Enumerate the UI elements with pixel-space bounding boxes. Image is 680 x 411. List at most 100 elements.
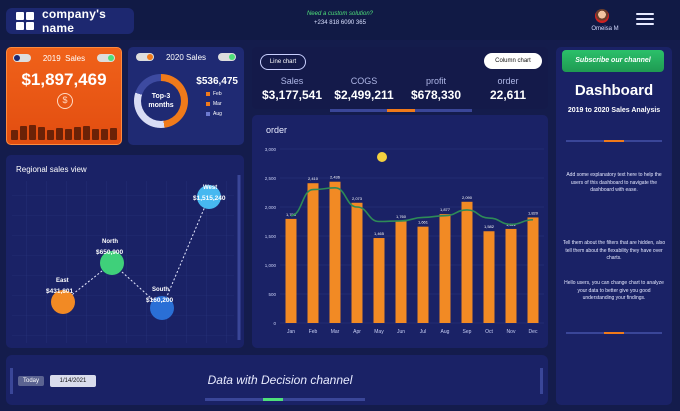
data-label: 1,760 bbox=[396, 214, 407, 219]
data-label: 1,795 bbox=[286, 212, 297, 217]
top3-donut-chart: Top-3 months bbox=[134, 74, 188, 128]
y-tick-label: 1,500 bbox=[265, 234, 277, 239]
data-label: 1,877 bbox=[440, 207, 451, 212]
kpi-label: COGS bbox=[350, 76, 378, 86]
toggle-left-2020[interactable] bbox=[136, 53, 154, 61]
hamburger-menu-icon[interactable] bbox=[636, 13, 654, 25]
kpi-label: Sales bbox=[280, 76, 304, 86]
chart-title: order bbox=[266, 125, 287, 135]
kpi-value: $678,330 bbox=[410, 88, 462, 102]
donut-center-label: Top-3 months bbox=[141, 81, 181, 121]
x-tick-label: Feb bbox=[309, 329, 318, 335]
bar-jul bbox=[417, 226, 429, 323]
subscribe-button[interactable]: Subscribe our channel bbox=[562, 50, 664, 72]
order-chart-panel: order 0 500 1,000 1,500 2,000 2,500 3,000 1,795 J… bbox=[252, 115, 548, 348]
region-point-east[interactable] bbox=[51, 290, 75, 314]
region-value-east: $431,801 bbox=[46, 288, 73, 295]
y-tick-label: 0 bbox=[273, 321, 276, 326]
regional-sales-panel: Regional sales view East $431,801 North … bbox=[6, 155, 244, 348]
region-point-west[interactable] bbox=[197, 185, 221, 209]
legend-label-mar: Mar bbox=[213, 101, 222, 107]
data-label: 2,436 bbox=[330, 175, 341, 180]
line-chart-button[interactable]: Line chart bbox=[260, 54, 306, 70]
legend-item: Mar bbox=[206, 99, 222, 109]
region-name-north: North bbox=[102, 239, 118, 245]
bar-jun bbox=[395, 220, 407, 323]
region-point-north[interactable] bbox=[100, 251, 124, 275]
kpi-cogs: COGS $2,499,211 bbox=[328, 76, 400, 102]
y-tick-label: 3,000 bbox=[265, 147, 277, 152]
data-label: 2,410 bbox=[308, 176, 319, 181]
sales-2020-card: 2020 Sales Top-3 months $536,475 Feb Mar … bbox=[128, 47, 244, 145]
bar-may bbox=[373, 238, 385, 323]
dashboard-title: Dashboard bbox=[574, 82, 654, 99]
sales-2019-card: 2019 Sales $1,897,469 $ bbox=[6, 47, 122, 145]
regional-connector-line bbox=[62, 196, 210, 309]
sales-2019-amount: $1,897,469 bbox=[21, 70, 107, 89]
bar-mar bbox=[329, 181, 341, 323]
x-tick-label: Sep bbox=[463, 329, 472, 335]
footer-scroll-right bbox=[540, 368, 543, 394]
kpi-sales: Sales $3,177,541 bbox=[256, 76, 328, 102]
order-bar-chart: order 0 500 1,000 1,500 2,000 2,500 3,000 1,795 J… bbox=[265, 125, 544, 335]
legend-item: Aug bbox=[206, 109, 222, 119]
x-tick-label: Jun bbox=[397, 329, 405, 335]
bar-sep bbox=[461, 201, 473, 323]
region-name-west: West bbox=[203, 185, 217, 191]
region-name-south: South bbox=[152, 287, 169, 293]
donut-label-line1: Top-3 bbox=[151, 93, 171, 100]
y-tick-label: 2,000 bbox=[265, 205, 277, 210]
x-tick-label: Jan bbox=[287, 329, 295, 335]
region-point-south[interactable] bbox=[150, 296, 174, 320]
data-label: 2,090 bbox=[462, 195, 473, 200]
legend-label-feb: Feb bbox=[213, 91, 222, 97]
bar-oct bbox=[483, 231, 495, 323]
bar-apr bbox=[351, 202, 363, 323]
custom-solution-note: Need a custom solution? +234 818 6090 36… bbox=[290, 10, 390, 28]
cta-phone: +234 818 6090 365 bbox=[314, 20, 366, 26]
toggle-right-2019[interactable] bbox=[96, 54, 115, 62]
toggle-right-2020[interactable] bbox=[218, 53, 236, 61]
data-label: 1,661 bbox=[418, 220, 429, 225]
x-tick-label: Dec bbox=[529, 329, 538, 335]
toggle-left-2019[interactable] bbox=[13, 54, 31, 62]
column-chart-button[interactable]: Column chart bbox=[484, 53, 542, 69]
mini-bar-decoration bbox=[11, 120, 117, 140]
sidebar-divider bbox=[566, 332, 662, 334]
company-name: company's name bbox=[42, 7, 107, 35]
kpi-label: profit bbox=[425, 76, 446, 86]
sidebar-divider bbox=[566, 140, 662, 142]
today-label: Today bbox=[18, 376, 44, 386]
bar-feb bbox=[307, 183, 319, 323]
kpi-value: 22,611 bbox=[489, 88, 527, 102]
x-tick-label: Aug bbox=[441, 329, 450, 335]
footer-scroll-left bbox=[10, 368, 13, 394]
region-name-east: East bbox=[56, 278, 69, 284]
channel-title: Data with Decision channel bbox=[207, 373, 353, 387]
kpi-row: Sales $3,177,541 COGS $2,499,211 profit $67… bbox=[256, 76, 544, 102]
x-tick-label: Oct bbox=[485, 329, 493, 335]
sales-2020-title: 2020 Sales bbox=[165, 52, 207, 62]
money-hand-icon: $ bbox=[57, 93, 73, 109]
info-sidebar bbox=[556, 47, 672, 405]
region-value-south: $160,200 bbox=[146, 297, 173, 304]
bar-aug bbox=[439, 214, 451, 323]
region-value-west: $1,515,240 bbox=[193, 195, 226, 202]
date-field[interactable]: 1/14/2021 bbox=[50, 375, 96, 387]
kpi-order: order 22,611 bbox=[472, 76, 544, 102]
legend-label-aug: Aug bbox=[213, 111, 222, 117]
bar-dec bbox=[527, 217, 539, 323]
footer-panel bbox=[6, 355, 548, 405]
avatar[interactable] bbox=[595, 9, 609, 23]
y-tick-label: 1,000 bbox=[265, 263, 277, 268]
donut-legend: Feb Mar Aug bbox=[206, 89, 222, 119]
y-tick-label: 2,500 bbox=[265, 176, 277, 181]
kpi-value: $3,177,541 bbox=[261, 88, 323, 102]
bar-jan bbox=[285, 218, 297, 323]
data-label: 2,073 bbox=[352, 196, 363, 201]
company-logo[interactable]: company's name bbox=[6, 7, 134, 35]
footer-indicator bbox=[205, 398, 365, 401]
x-tick-label: Apr bbox=[353, 329, 361, 335]
x-tick-label: Jul bbox=[420, 329, 426, 335]
cursor-sun-icon bbox=[377, 152, 387, 162]
